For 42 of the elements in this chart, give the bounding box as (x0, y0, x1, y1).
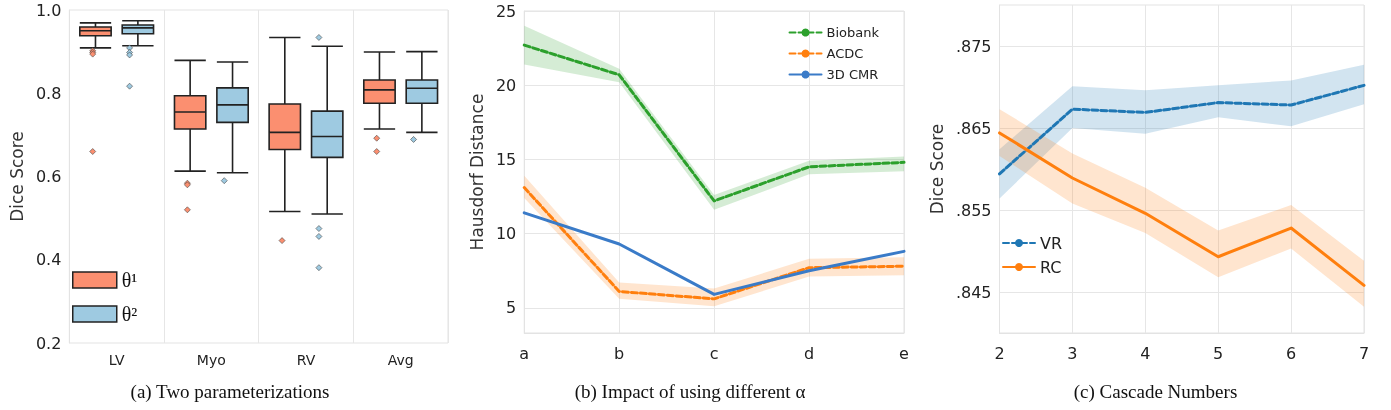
y-tick-label: 15 (495, 149, 517, 169)
x-tick-label: d (803, 343, 815, 363)
x-tick-label: 7 (1358, 343, 1370, 363)
x-tick-label: 2 (994, 343, 1005, 363)
legend-label: VR (1040, 233, 1063, 253)
legend-label: RC (1040, 257, 1062, 277)
legend-label: 3D CMR (826, 67, 879, 82)
legend-label: ACDC (826, 46, 864, 61)
text: (c) Cascade Numbers (1073, 381, 1238, 403)
x-tick-label: 6 (1286, 343, 1297, 363)
y-tick-label: .875 (955, 36, 992, 56)
x-tick-label: Avg (387, 352, 414, 368)
y-axis-title: Dice Score (6, 131, 27, 222)
x-tick-label: 3 (1067, 343, 1078, 363)
y-tick-label: 0.4 (35, 250, 62, 270)
y-tick-label: 0.6 (35, 167, 62, 186)
y-tick-label: 5 (506, 298, 517, 318)
y-tick-label: .845 (955, 282, 992, 302)
x-tick-label: c (709, 343, 719, 363)
legend-label: θ¹ (121, 269, 138, 291)
x-tick-label: b (614, 343, 625, 363)
y-axis-title: Hausdorf Distance (466, 93, 487, 251)
y-axis-title: Dice Score (926, 123, 947, 215)
x-tick-label: a (519, 343, 530, 363)
legend-label: Biobank (826, 25, 880, 40)
y-tick-label: 25 (495, 1, 517, 21)
text: (a) Two parameterizations (130, 381, 330, 403)
y-tick-label: .865 (955, 118, 992, 138)
x-tick-label: 5 (1213, 343, 1224, 363)
legend-label: θ² (121, 303, 138, 325)
y-tick-label: .855 (955, 200, 992, 220)
text: (b) Impact of using different α (574, 381, 806, 403)
y-tick-label: 0.8 (35, 83, 62, 103)
x-tick-label: 4 (1140, 343, 1151, 363)
y-tick-label: 20 (495, 75, 517, 95)
y-tick-label: 10 (495, 224, 517, 244)
x-tick-label: LV (108, 352, 126, 368)
x-tick-label: Myo (196, 352, 226, 368)
y-tick-label: 1.0 (35, 0, 62, 20)
x-tick-label: e (899, 343, 909, 363)
x-tick-label: RV (296, 352, 316, 368)
y-tick-label: 0.2 (35, 333, 62, 353)
